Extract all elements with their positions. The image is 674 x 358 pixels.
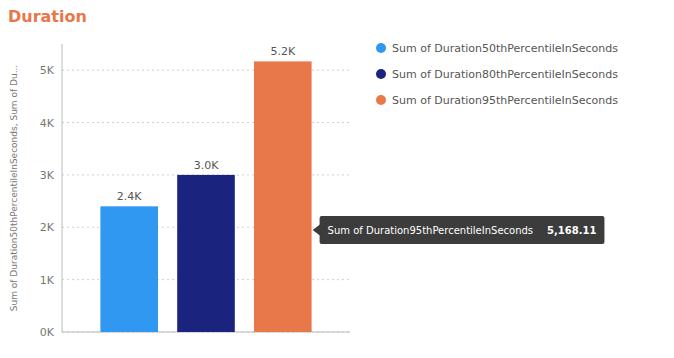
y-tick-label: 2K <box>40 221 55 234</box>
chart: Duration 0K 1K 2K 3K 4K 5K Sum of Duration50thP… <box>0 0 674 358</box>
y-axis-line <box>62 44 63 332</box>
y-tick-label: 1K <box>40 274 55 287</box>
bar <box>254 61 312 332</box>
y-tick-label: 5K <box>40 64 55 77</box>
tooltip: Sum of Duration95thPercentileInSeconds 5,… <box>313 216 605 244</box>
legend-swatch <box>376 43 386 53</box>
tooltip-box <box>320 216 605 244</box>
legend-entry: Sum of Duration80thPercentileInSeconds <box>392 68 618 81</box>
bars <box>100 61 311 332</box>
legend: Sum of Duration50thPercentileInSeconds Su… <box>376 42 618 107</box>
legend-entry: Sum of Duration95thPercentileInSeconds <box>392 94 618 107</box>
data-label: 3.0K <box>194 159 219 172</box>
y-tick-label: 4K <box>40 117 55 130</box>
y-axis-label: Sum of Duration50thPercentileInSeconds, … <box>9 65 19 311</box>
data-label: 2.4K <box>117 190 142 203</box>
y-tick-label: 3K <box>40 169 55 182</box>
tooltip-arrow <box>313 224 321 236</box>
legend-swatch <box>376 95 386 105</box>
title: Duration <box>8 7 87 26</box>
tooltip-text: 5,168.11 <box>547 225 596 236</box>
data-label: 5.2K <box>270 45 295 58</box>
y-tick-label: 0K <box>40 326 55 339</box>
bar <box>177 175 235 332</box>
legend-swatch <box>376 69 386 79</box>
legend-entry: Sum of Duration50thPercentileInSeconds <box>392 42 618 55</box>
data-labels: 2.4K 3.0K 5.2K <box>117 45 296 203</box>
tooltip-text: Sum of Duration95thPercentileInSeconds <box>328 225 533 236</box>
bar <box>100 206 158 332</box>
